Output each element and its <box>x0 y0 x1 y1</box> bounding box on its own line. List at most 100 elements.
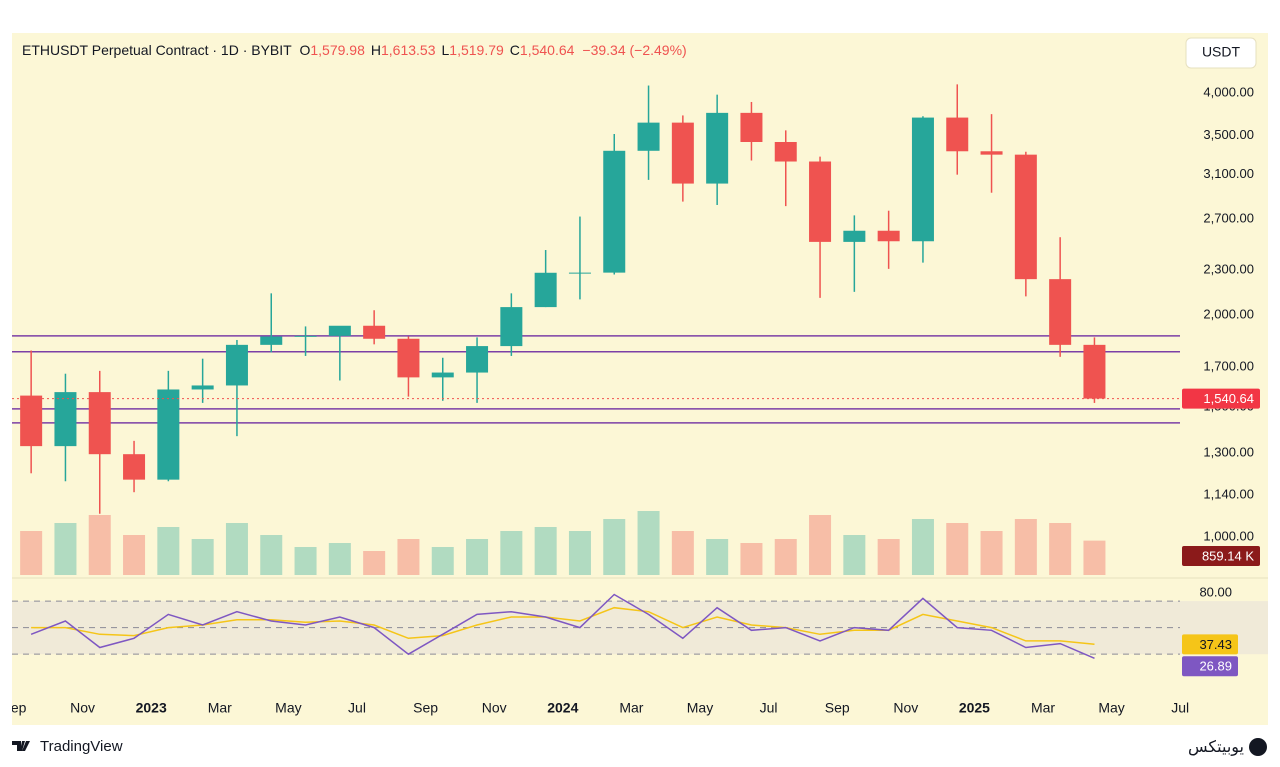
candle-body <box>157 389 180 480</box>
x-tick-label: Jul <box>1171 700 1189 716</box>
volume-bar <box>54 523 77 575</box>
candle-body <box>466 346 489 373</box>
candle-body <box>225 344 248 386</box>
volume-bar <box>294 547 317 575</box>
plot-area: Sep Nov 2023 Mar May Jul Sep Nov 2024 Mar May Jul Se… <box>2 84 1268 716</box>
watermark-icon <box>1249 738 1267 756</box>
rsi-box <box>1182 656 1238 677</box>
volume-bar <box>534 527 557 575</box>
last-price-box <box>1182 388 1260 409</box>
rsi-ma-line <box>31 606 1095 646</box>
x-tick-label: Nov <box>482 700 507 716</box>
volume-bar <box>363 551 386 575</box>
volume-bar <box>466 539 489 575</box>
candle-body <box>500 307 523 347</box>
volume-bar <box>809 515 832 575</box>
candle-body <box>706 112 729 184</box>
candle-body <box>123 454 146 480</box>
x-tick-label: Sep <box>413 700 438 716</box>
ohlc-key: C <box>510 42 520 58</box>
x-tick-label: May <box>275 700 301 716</box>
candle-body <box>980 151 1003 155</box>
volume-bar <box>568 531 591 575</box>
candle-body <box>774 141 797 162</box>
x-tick-label: Jul <box>348 700 366 716</box>
currency-button[interactable] <box>1185 37 1257 69</box>
logo-mark <box>12 741 30 751</box>
candle-body <box>568 272 591 274</box>
volume-bar <box>397 539 420 575</box>
x-tick-label: 2024 <box>547 700 578 716</box>
y-tick-label: 1,000.00 <box>1203 528 1254 543</box>
volume-bar <box>911 519 934 575</box>
volume-bar <box>1049 523 1072 575</box>
volume-bar <box>603 519 626 575</box>
candle-body <box>20 395 43 447</box>
volume-last-label: 859.14 K <box>1202 548 1254 563</box>
x-tick-label: Mar <box>1031 700 1055 716</box>
x-tick-label: Nov <box>893 700 918 716</box>
x-tick-label: Sep <box>2 700 27 716</box>
volume-bar <box>1014 519 1037 575</box>
volume-bar <box>946 523 969 575</box>
volume-bar <box>706 539 729 575</box>
volume-bar <box>20 531 43 575</box>
symbol-title: ETHUSDT Perpetual Contract · 1D · BYBIT <box>22 42 292 58</box>
volume-bar <box>774 539 797 575</box>
candle-body <box>911 117 934 242</box>
candle-body <box>1049 279 1072 345</box>
rsi-ma-box <box>1182 634 1238 655</box>
ohlc-key: L <box>441 42 449 58</box>
x-tick-label: May <box>1098 700 1124 716</box>
y-tick-label: 1,140.00 <box>1203 486 1254 501</box>
candle-body <box>328 325 351 336</box>
volume-bar <box>260 535 283 575</box>
rsi-label: 26.89 <box>1199 659 1232 674</box>
candle-body <box>843 230 866 242</box>
x-tick-label: 2025 <box>959 700 990 716</box>
y-tick-label: 1,700.00 <box>1203 358 1254 373</box>
volume-bar <box>980 531 1003 575</box>
ohlc-key: O <box>299 42 310 58</box>
ohlc-value: 1,540.64 <box>520 42 575 58</box>
volume-bar <box>431 547 454 575</box>
tradingview-logo: TradingView <box>12 738 123 755</box>
y-tick-label: 3,100.00 <box>1203 166 1254 181</box>
rsi-line <box>30 593 1095 659</box>
y-tick-label: 2,000.00 <box>1203 306 1254 321</box>
candle-body <box>946 117 969 152</box>
candle-body <box>740 112 763 142</box>
ohlc-value: 1,579.98 <box>310 42 365 58</box>
candle-body <box>294 335 317 337</box>
volume-bar <box>843 535 866 575</box>
x-tick-label: Nov <box>70 700 95 716</box>
candle-body <box>1083 344 1106 399</box>
volume-bar <box>877 539 900 575</box>
candle-body <box>1014 154 1037 280</box>
volume-bar <box>157 527 180 575</box>
candle-body <box>534 272 557 308</box>
volume-bar <box>740 543 763 575</box>
candle-body <box>397 338 420 378</box>
volume-bar <box>500 531 523 575</box>
x-tick-label: May <box>687 700 713 716</box>
chart-header: ETHUSDT Perpetual Contract · 1D · BYBIT O… <box>22 42 687 58</box>
y-tick-label: 3,500.00 <box>1203 127 1254 142</box>
rsi-ma-label: 37.43 <box>1199 637 1232 652</box>
rsi-tick-label: 80.00 <box>1199 584 1232 599</box>
volume-bar <box>191 539 214 575</box>
candle-body <box>671 122 694 184</box>
candle-body <box>191 385 214 390</box>
candle-body <box>877 230 900 242</box>
volume-label-box <box>1182 546 1260 566</box>
last-price-label: 1,540.64 <box>1203 391 1254 406</box>
volume-bar <box>225 523 248 575</box>
volume-bar <box>671 531 694 575</box>
candle-body <box>54 392 77 447</box>
y-tick-label: 4,000.00 <box>1203 84 1254 99</box>
volume-bar <box>328 543 351 575</box>
candle-body <box>603 150 626 273</box>
ohlc-key: H <box>371 42 381 58</box>
candle-body <box>431 372 454 378</box>
